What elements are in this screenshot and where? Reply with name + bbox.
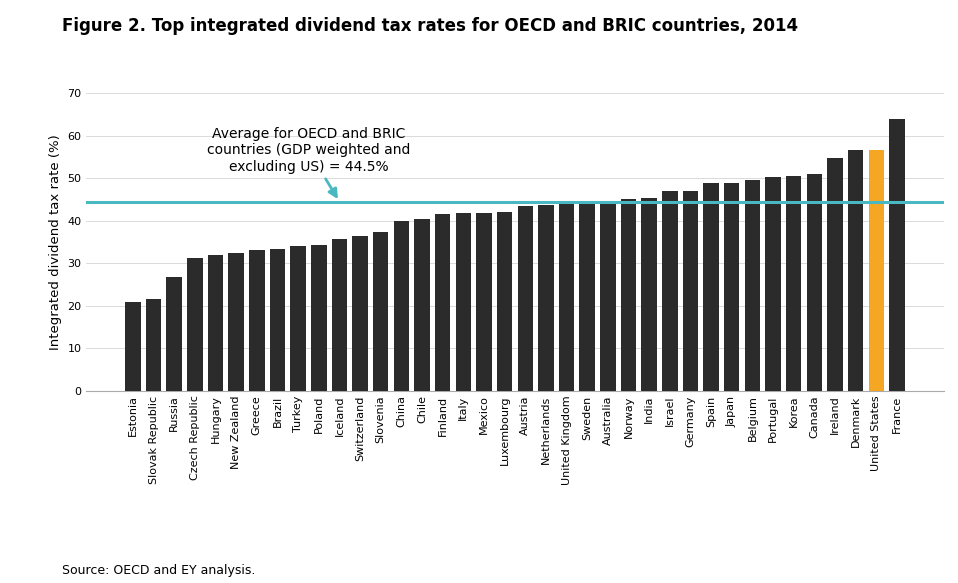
Bar [662,191,677,391]
Bar [517,206,533,391]
Bar [744,180,760,391]
Bar [600,201,616,391]
Y-axis label: Integrated dividend tax rate (%): Integrated dividend tax rate (%) [49,134,61,350]
Bar [538,205,554,391]
Bar [559,203,574,391]
Bar [889,119,904,391]
Bar [353,236,368,391]
Bar [208,255,223,391]
Bar [373,232,388,391]
Bar [249,251,264,391]
Bar [703,183,718,391]
Bar [290,246,306,391]
Bar [807,174,822,391]
Text: Source: OECD and EY analysis.: Source: OECD and EY analysis. [62,564,256,577]
Text: Figure 2. Top integrated dividend tax rates for OECD and BRIC countries, 2014: Figure 2. Top integrated dividend tax ra… [62,17,798,36]
Bar [228,254,244,391]
Bar [724,183,740,391]
Bar [311,245,327,391]
Bar [167,277,182,391]
Bar [187,258,203,391]
Bar [125,302,141,391]
Bar [270,249,285,391]
Bar [456,213,471,391]
Bar [786,175,802,391]
Bar [642,198,657,391]
Bar [869,150,884,391]
Bar [146,299,161,391]
Bar [827,158,843,391]
Text: Average for OECD and BRIC
countries (GDP weighted and
excluding US) = 44.5%: Average for OECD and BRIC countries (GDP… [207,127,410,196]
Bar [683,191,698,391]
Bar [331,238,347,391]
Bar [580,202,595,391]
Bar [435,214,450,391]
Bar [414,219,430,391]
Bar [621,199,636,391]
Bar [848,150,863,391]
Bar [765,177,781,391]
Bar [394,221,409,391]
Bar [497,212,513,391]
Bar [476,213,491,391]
